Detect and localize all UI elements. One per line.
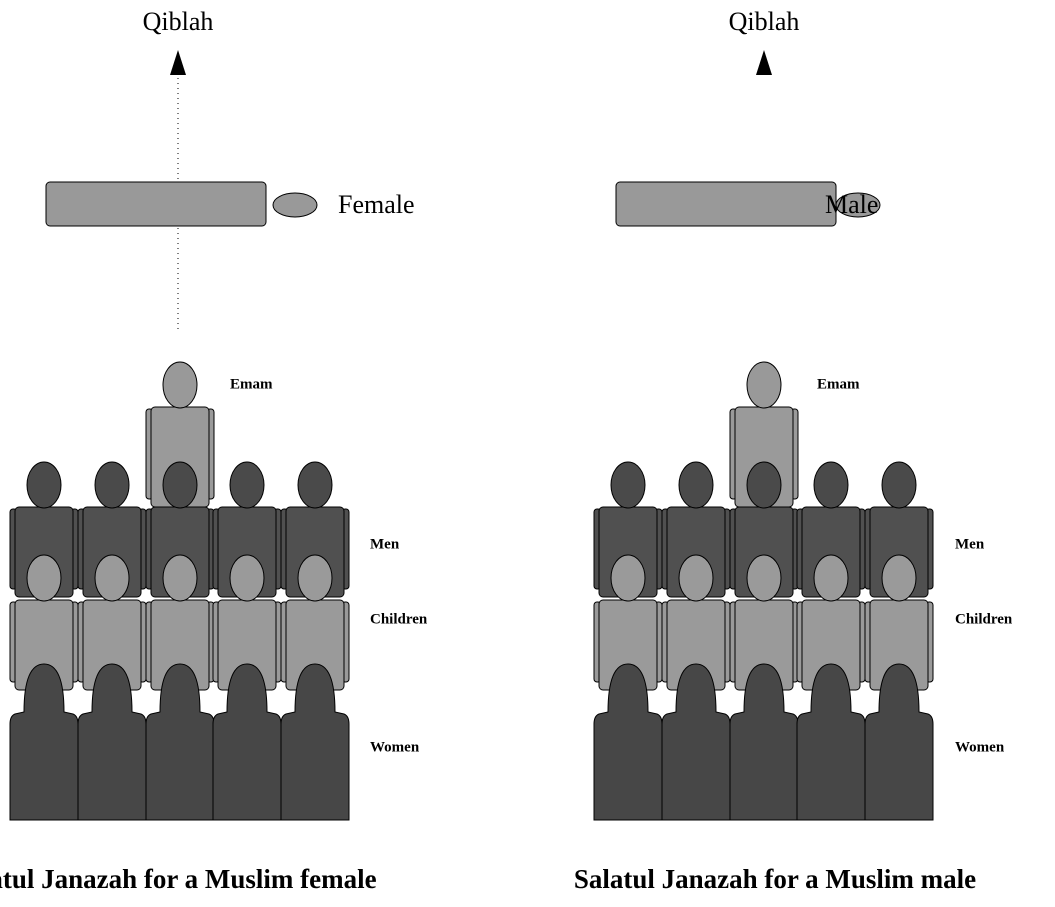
emam-label: Emam — [230, 376, 273, 392]
qiblah-label: Qiblah — [143, 7, 214, 36]
child-head — [27, 555, 61, 601]
qiblah-label: Qiblah — [729, 7, 800, 36]
women-label: Women — [955, 739, 1005, 755]
qiblah-arrow — [170, 50, 186, 75]
emam-head — [747, 362, 781, 408]
child-head — [611, 555, 645, 601]
children-label: Children — [955, 611, 1013, 627]
caption: Salatul Janazah for a Muslim female — [0, 864, 377, 894]
qiblah-arrow — [756, 50, 772, 75]
emam-label: Emam — [817, 376, 860, 392]
men-label: Men — [955, 536, 985, 552]
bier — [46, 182, 266, 226]
man-head — [814, 462, 848, 508]
bier — [616, 182, 836, 226]
child-head — [882, 555, 916, 601]
child-head — [95, 555, 129, 601]
man-head — [95, 462, 129, 508]
child-head — [679, 555, 713, 601]
emam-head — [163, 362, 197, 408]
man-head — [298, 462, 332, 508]
child-head — [747, 555, 781, 601]
man-head — [27, 462, 61, 508]
man-head — [611, 462, 645, 508]
man-head — [882, 462, 916, 508]
deceased-label: Male — [825, 190, 878, 219]
man-head — [679, 462, 713, 508]
caption: Salatul Janazah for a Muslim male — [574, 864, 976, 894]
man-head — [230, 462, 264, 508]
diagram: Qiblah Female Emam Men Children Women Salatul … — [0, 0, 1055, 907]
man-head — [163, 462, 197, 508]
deceased-head — [273, 193, 317, 217]
child-head — [163, 555, 197, 601]
men-label: Men — [370, 536, 400, 552]
women-label: Women — [370, 739, 420, 755]
children-label: Children — [370, 611, 428, 627]
deceased-label: Female — [338, 190, 415, 219]
child-head — [814, 555, 848, 601]
man-head — [747, 462, 781, 508]
child-head — [230, 555, 264, 601]
page: Qiblah Female Emam Men Children Women Salatul … — [0, 0, 1055, 907]
child-head — [298, 555, 332, 601]
